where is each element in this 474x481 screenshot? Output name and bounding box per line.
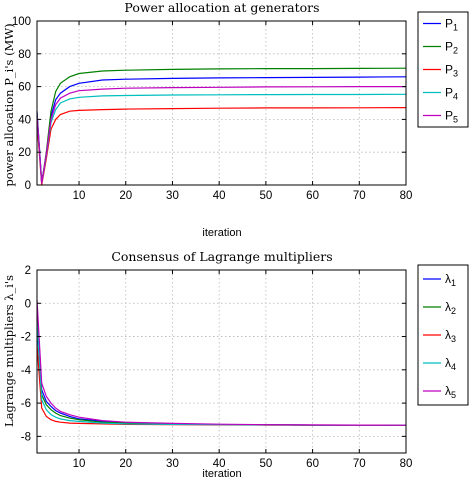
y-tick-label: 2 <box>25 265 31 277</box>
x-tick-label: 10 <box>73 190 86 202</box>
legend-entry: λ4 <box>445 356 456 372</box>
legend-entry: λ5 <box>445 384 456 400</box>
x-tick-label: 40 <box>213 458 226 470</box>
legend: λ1 λ2 λ3 λ4 λ5 <box>417 264 469 406</box>
x-tick-label: 50 <box>259 190 272 202</box>
x-tick-label: 80 <box>400 190 413 202</box>
y-tick-label: -2 <box>21 332 31 344</box>
axis-ticks: 10 20 30 40 50 60 70 80 -8 -6 -4 -2 0 2 <box>21 265 413 470</box>
series-lines <box>36 299 407 426</box>
y-tick-label: 60 <box>18 82 31 94</box>
axis-ticks: 10 20 30 40 50 60 70 80 0 20 40 60 80 100 <box>12 16 413 202</box>
legend-entry: λ3 <box>445 328 456 344</box>
x-axis-label: iteration <box>202 468 241 480</box>
y-axis-label: power allocation P_i's (MW) <box>2 23 16 186</box>
x-tick-label: 80 <box>400 458 413 470</box>
x-tick-label: 40 <box>213 190 226 202</box>
legend-entry: λ2 <box>445 300 456 316</box>
y-tick-label: 20 <box>18 147 31 159</box>
series-line-λ1 <box>36 328 406 426</box>
y-tick-label: 100 <box>12 16 31 28</box>
series-line-λ3 <box>36 344 406 426</box>
series-line-P5 <box>36 85 406 184</box>
series-line-P2 <box>36 67 407 184</box>
lagrange-multipliers-chart: Consensus of Lagrange multipliers Lagran… <box>2 249 469 480</box>
chart-title: Power allocation at generators <box>124 0 319 15</box>
y-axis-label: Lagrange multipliers λ_i's <box>2 275 16 427</box>
y-tick-label: 0 <box>25 180 31 192</box>
x-tick-label: 20 <box>119 458 132 470</box>
plot-frame <box>36 20 407 186</box>
series-line-P1 <box>36 76 407 182</box>
y-tick-label: -6 <box>21 398 31 410</box>
x-tick-label: 20 <box>119 190 132 202</box>
x-tick-label: 70 <box>353 458 366 470</box>
x-tick-label: 30 <box>166 190 179 202</box>
series-line-λ5 <box>36 299 407 426</box>
y-tick-label: 80 <box>18 49 31 61</box>
y-tick-label: -4 <box>21 365 32 377</box>
y-tick-label: 40 <box>18 114 31 126</box>
plot-frame <box>36 269 407 454</box>
series-line-λ2 <box>36 316 406 426</box>
grid <box>37 21 406 185</box>
legend-entry: λ1 <box>445 272 456 288</box>
series-line-P3 <box>36 107 407 186</box>
x-tick-label: 30 <box>166 458 179 470</box>
x-axis-label: iteration <box>202 227 241 239</box>
power-allocation-chart: Power allocation at generators power all… <box>2 0 469 239</box>
x-tick-label: 60 <box>306 458 319 470</box>
series-lines <box>36 67 407 186</box>
y-tick-label: 0 <box>25 298 31 310</box>
x-tick-label: 50 <box>259 458 272 470</box>
x-tick-label: 10 <box>73 458 86 470</box>
chart-title: Consensus of Lagrange multipliers <box>111 249 332 264</box>
x-tick-label: 70 <box>353 190 366 202</box>
y-tick-label: -8 <box>21 431 31 443</box>
series-line-λ4 <box>36 319 406 426</box>
x-tick-label: 60 <box>306 190 319 202</box>
